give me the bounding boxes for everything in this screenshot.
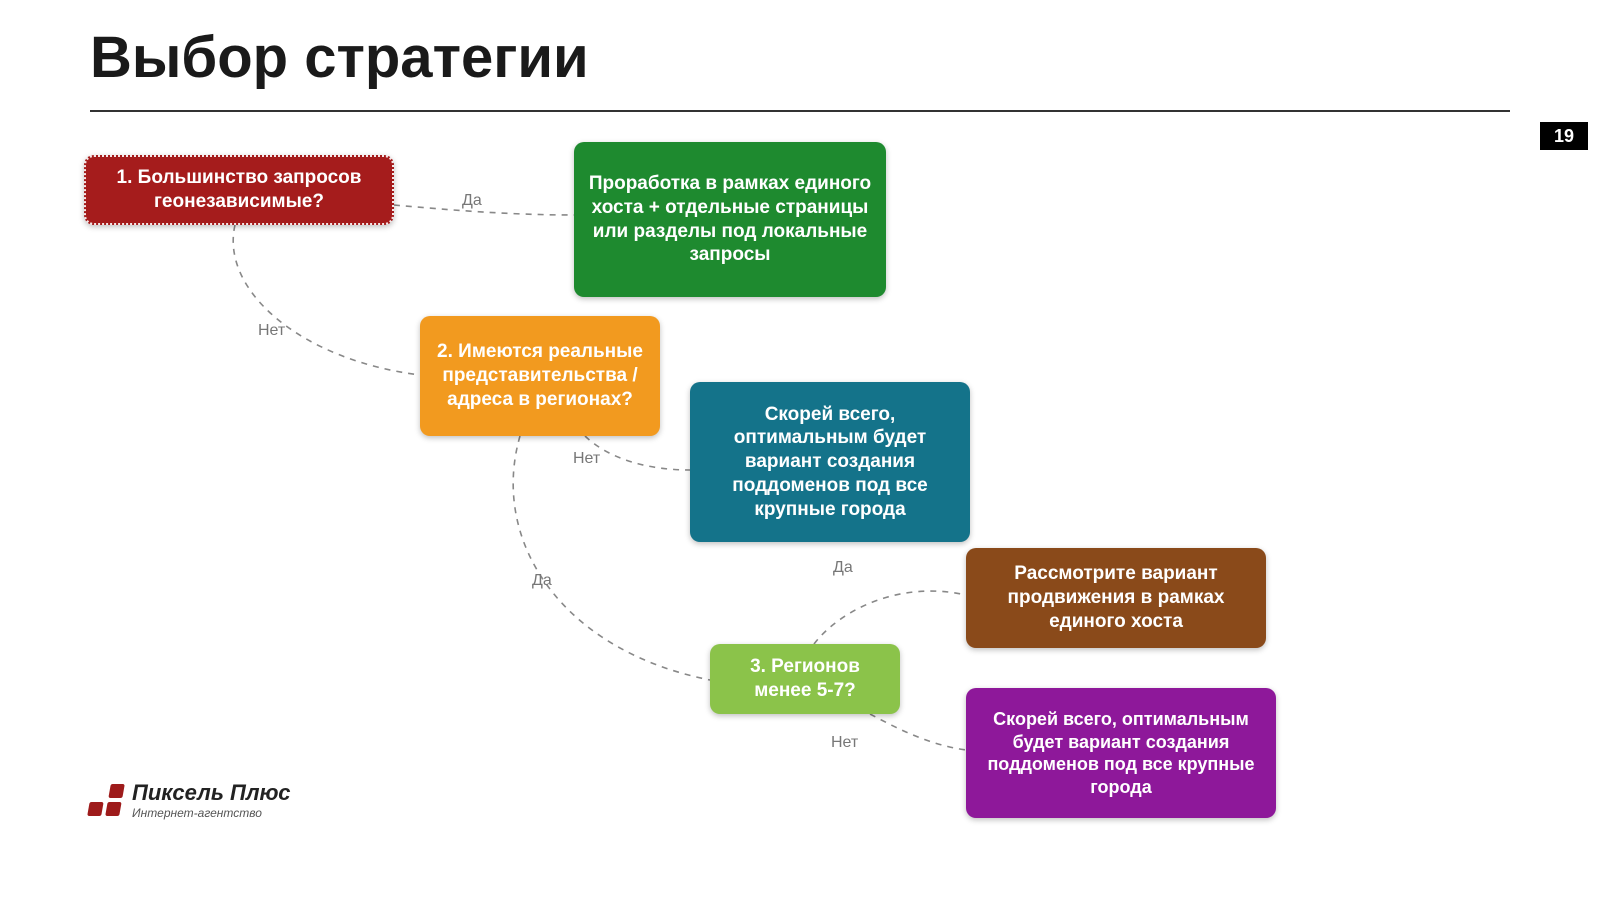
edge-q2-a2: [585, 436, 690, 470]
page-number-badge: 19: [1540, 122, 1588, 150]
logo-brand: Пиксель Плюс: [132, 780, 291, 806]
flow-node-q1: 1. Большинство запросов геонезависимые?: [84, 155, 394, 225]
slide-title: Выбор стратегии: [90, 24, 589, 91]
edge-q1-a1: [394, 205, 574, 215]
edge-label-q3-a3yes: Да: [833, 559, 853, 577]
flow-node-a2: Скорей всего, оптимальным будет вариант …: [690, 382, 970, 542]
flow-node-q2: 2. Имеются реальные представительства / …: [420, 316, 660, 436]
edge-q3-a3yes: [814, 591, 966, 644]
edge-label-q3-a3no: Нет: [831, 734, 858, 752]
edge-label-q1-q2: Нет: [258, 322, 285, 340]
edge-q2-q3: [513, 436, 710, 680]
title-underline: [90, 110, 1510, 112]
logo-text: Пиксель Плюс Интернет-агентство: [132, 780, 291, 820]
flow-node-a3yes: Рассмотрите вариант продвижения в рамках…: [966, 548, 1266, 648]
edge-q1-q2: [233, 225, 420, 375]
flow-node-q3: 3. Регионов менее 5-7?: [710, 644, 900, 714]
flow-node-a3no: Скорей всего, оптимальным будет вариант …: [966, 688, 1276, 818]
page-number: 19: [1554, 126, 1574, 147]
edge-q3-a3no: [870, 714, 966, 750]
logo: Пиксель Плюс Интернет-агентство: [90, 780, 291, 820]
slide: Выбор стратегии 19 Пиксель Плюс Интернет…: [0, 0, 1600, 900]
edge-label-q2-q3: Да: [532, 572, 552, 590]
logo-subtitle: Интернет-агентство: [132, 806, 291, 820]
flow-node-a1: Проработка в рамках единого хоста + отде…: [574, 142, 886, 297]
edge-label-q1-a1: Да: [462, 192, 482, 210]
edge-label-q2-a2: Нет: [573, 450, 600, 468]
logo-mark-icon: [87, 784, 125, 816]
